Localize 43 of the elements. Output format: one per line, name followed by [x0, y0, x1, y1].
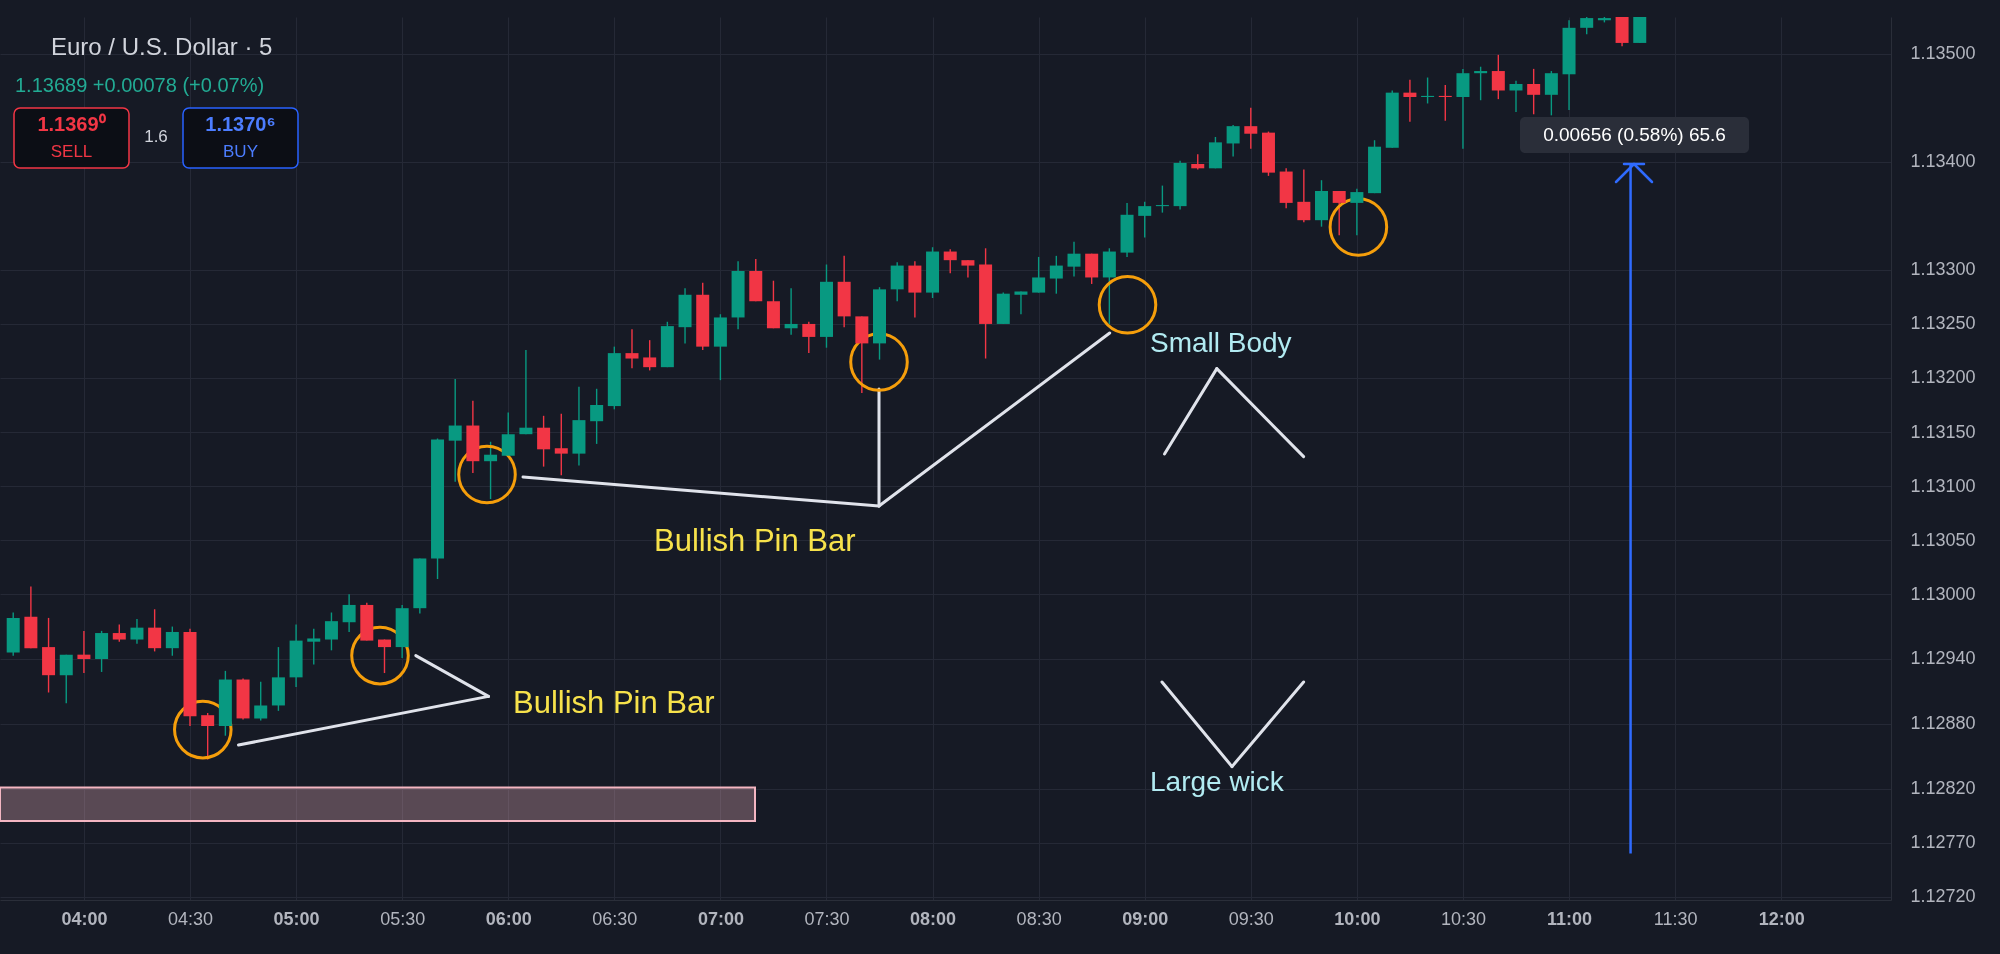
y-tick-label: 1.13200 — [1910, 367, 1976, 388]
y-tick-label: 1.13150 — [1910, 421, 1976, 442]
x-tick-label: 12:00 — [1758, 908, 1805, 929]
y-tick-label: 1.13300 — [1910, 259, 1976, 280]
text: 1.13689 +0.00078 (+0.07%) — [15, 74, 265, 96]
y-tick-label: 1.12880 — [1910, 713, 1976, 734]
annotation: 0.00656 (0.58%) 65.6 — [1543, 124, 1726, 145]
x-tick-label: 10:00 — [1334, 908, 1381, 929]
annotation: SELL — [50, 142, 93, 161]
x-tick-label: 08:30 — [1016, 908, 1062, 929]
y-tick-label: 1.13050 — [1910, 529, 1976, 550]
y-tick-label: 1.13400 — [1910, 151, 1976, 172]
y-tick-label: 1.12770 — [1910, 832, 1976, 853]
x-tick-label: 10:30 — [1440, 908, 1486, 929]
x-tick-label: 05:00 — [273, 908, 320, 929]
x-tick-label: 11:00 — [1547, 908, 1593, 929]
x-tick-label: 07:00 — [697, 908, 744, 929]
annotation: Bullish Pin Bar — [513, 685, 715, 720]
y-tick-label: 1.12720 — [1910, 886, 1976, 907]
text: Euro / U.S. Dollar · 5 — [51, 33, 273, 60]
y-tick-label: 1.13000 — [1910, 583, 1976, 604]
x-tick-label: 11:30 — [1653, 908, 1698, 929]
y-tick-label: 1.13250 — [1910, 313, 1976, 334]
x-tick-label: 09:00 — [1122, 908, 1169, 929]
annotation: 1.1369⁰ — [37, 113, 106, 135]
y-tick-label: 1.12820 — [1910, 778, 1976, 799]
y-tick-label: 1.13100 — [1910, 475, 1976, 496]
annotation: 1.1370⁶ — [205, 113, 276, 135]
x-tick-label: 04:00 — [61, 908, 108, 929]
x-tick-label: 08:00 — [910, 908, 957, 929]
annotation: Bullish Pin Bar — [654, 523, 856, 558]
x-tick-label: 07:30 — [804, 908, 850, 929]
x-tick-label: 09:30 — [1228, 908, 1274, 929]
annotation: BUY — [223, 142, 258, 161]
x-tick-label: 04:30 — [167, 908, 214, 929]
y-tick-label: 1.12940 — [1910, 648, 1976, 669]
x-tick-label: 06:30 — [592, 908, 638, 929]
annotation: Large wick — [1150, 766, 1285, 797]
x-tick-label: 06:00 — [485, 908, 532, 929]
y-tick-label: 1.13500 — [1910, 43, 1976, 64]
annotation: Small Body — [1150, 327, 1292, 358]
annotation: 1.6 — [144, 127, 168, 146]
x-tick-label: 05:30 — [380, 908, 426, 929]
